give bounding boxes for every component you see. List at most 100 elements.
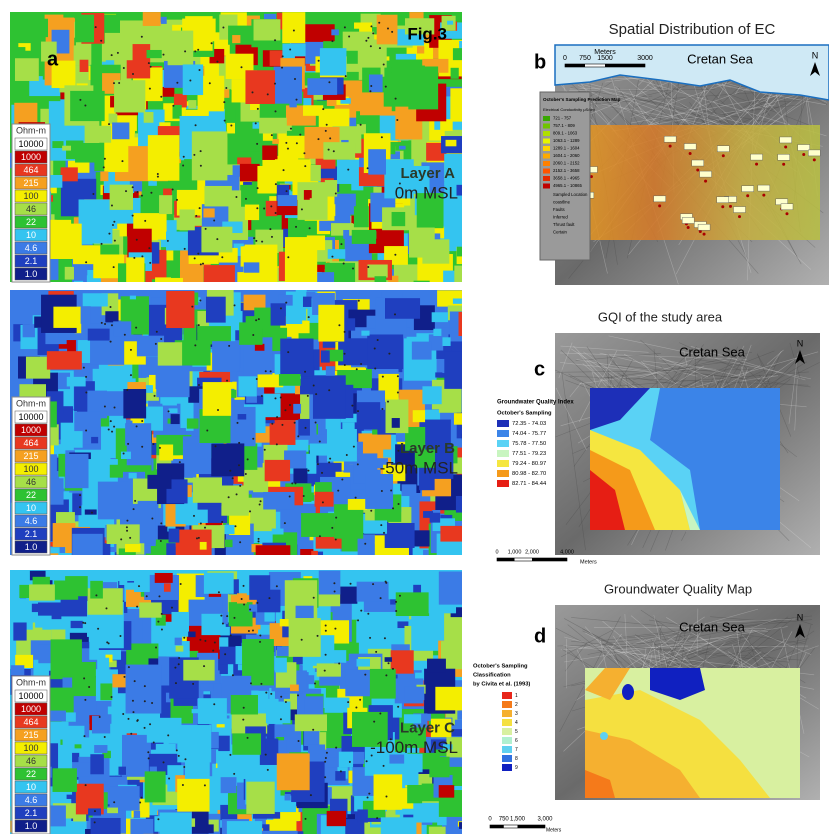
- sample-point: [324, 629, 327, 632]
- map-patch: [166, 290, 195, 329]
- sample-point: [167, 410, 170, 413]
- map-patch: [29, 570, 46, 581]
- sample-point: [122, 66, 125, 69]
- sample-point: [141, 419, 144, 422]
- panel-label: b: [534, 51, 546, 73]
- map-patch: [228, 602, 253, 627]
- sample-point: [255, 377, 258, 380]
- sample-point: [304, 370, 307, 373]
- map-patch: [398, 145, 406, 150]
- map-patch: [364, 520, 388, 534]
- map-patch: [301, 513, 335, 537]
- map-patch: [450, 88, 462, 122]
- sample-point: [255, 239, 258, 242]
- sample-point: [397, 503, 400, 506]
- sample-point: [274, 39, 277, 42]
- sample-point: [324, 624, 327, 627]
- map-patch: [356, 620, 389, 643]
- relief-line: [632, 351, 752, 381]
- map-patch: [129, 295, 136, 300]
- map-patch: [186, 418, 199, 429]
- sample-point: [129, 536, 132, 539]
- map-patch: [29, 584, 55, 601]
- map-patch: [356, 124, 366, 135]
- sample-point: [199, 150, 202, 153]
- sample-point: [352, 445, 355, 448]
- relief-line: [564, 618, 635, 658]
- legend-label: 464: [23, 717, 38, 727]
- scale-tick: 4,000: [560, 549, 574, 555]
- sample-point: [352, 267, 355, 270]
- map-patch: [408, 208, 421, 217]
- map-patch: [140, 385, 153, 393]
- legend-swatch: [14, 462, 48, 476]
- legend-swatch: [502, 746, 512, 753]
- map-patch: [385, 298, 421, 319]
- map-patch: [154, 572, 173, 583]
- map-patch: [113, 321, 132, 337]
- sample-point: [304, 426, 307, 429]
- sample-point: [154, 342, 157, 345]
- sample-point: [244, 472, 247, 475]
- map-patch: [90, 817, 121, 834]
- map-patch: [53, 306, 81, 328]
- map-patch: [188, 100, 197, 109]
- map-patch: [389, 145, 396, 155]
- map-patch: [311, 550, 318, 555]
- relief-line: [739, 375, 778, 382]
- sample-point: [246, 458, 249, 461]
- sample-point: [85, 375, 88, 378]
- map-patch: [257, 374, 284, 388]
- sample-point: [335, 516, 338, 519]
- relief-line: [585, 101, 633, 114]
- map-patch: [109, 464, 123, 478]
- map-patch: [368, 458, 388, 469]
- map-patch: [197, 698, 227, 725]
- map-patch: [356, 402, 381, 430]
- sample-point: [84, 104, 87, 107]
- sample-point: [129, 374, 132, 377]
- relief-line: [690, 346, 806, 381]
- map-patch: [19, 584, 32, 598]
- map-patch: [404, 686, 425, 701]
- gqi-zone: [590, 470, 625, 530]
- map-patch: [423, 806, 437, 815]
- map-patch: [302, 24, 335, 42]
- map-patch: [105, 311, 119, 323]
- relief-line: [582, 630, 609, 644]
- map-patch: [274, 657, 287, 673]
- legend-label: 100: [23, 464, 38, 474]
- map-patch: [65, 576, 88, 597]
- sample-point: [324, 760, 327, 763]
- sample-point: [297, 739, 300, 742]
- map-patch: [327, 757, 347, 768]
- map-patch: [261, 830, 298, 834]
- sample-point: [134, 499, 137, 502]
- resistivity-map: [10, 290, 462, 555]
- map-patch: [97, 657, 110, 671]
- sample-point: [192, 514, 195, 517]
- sample-point: [303, 152, 306, 155]
- legend-swatch: [502, 692, 512, 699]
- sample-point: [342, 262, 345, 265]
- site-point: [782, 162, 786, 166]
- map-patch: [148, 177, 157, 186]
- legend-swatch: [497, 450, 509, 457]
- sample-point: [199, 638, 202, 641]
- map-patch: [423, 511, 434, 518]
- scale-tick: 1500: [597, 55, 613, 62]
- legend-swatch: [14, 702, 48, 716]
- sample-point: [197, 384, 200, 387]
- map-patch: [293, 468, 308, 483]
- map-patch: [100, 683, 113, 701]
- sample-point: [246, 736, 249, 739]
- legend-label: 74.04 - 75.77: [512, 431, 546, 437]
- site-tag: [733, 206, 746, 213]
- map-patch: [323, 142, 356, 160]
- map-patch: [75, 14, 95, 43]
- sample-point: [179, 582, 182, 585]
- sample-point: [228, 344, 231, 347]
- map-patch: [228, 579, 239, 595]
- relief-line: [560, 636, 739, 651]
